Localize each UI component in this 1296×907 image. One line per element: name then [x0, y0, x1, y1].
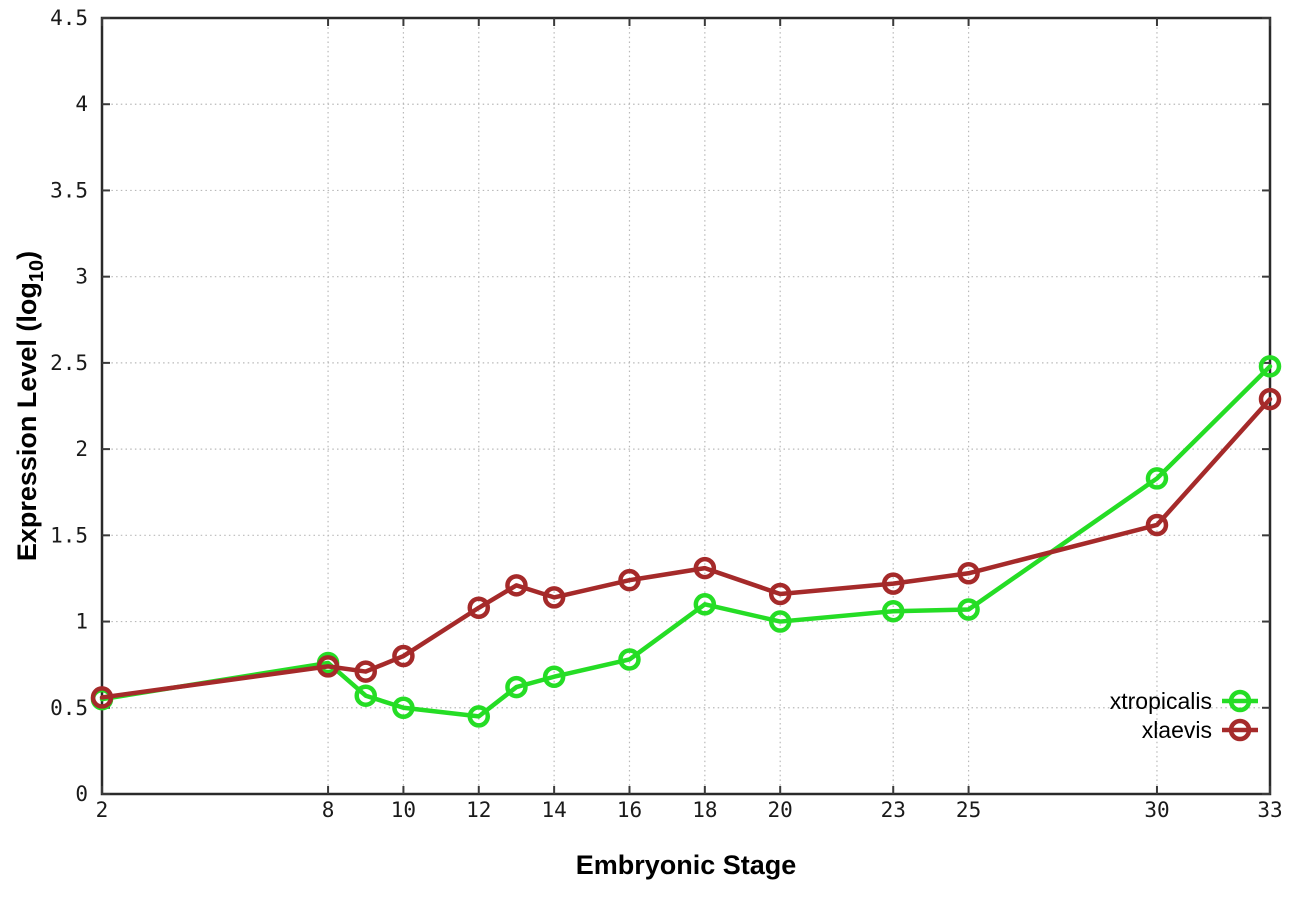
- legend-entry-xlaevis: xlaevis: [1142, 717, 1258, 743]
- data-series: [90, 355, 1282, 728]
- y-tick-label: 2.5: [50, 351, 88, 375]
- legend-label: xtropicalis: [1110, 688, 1212, 714]
- data-point-xtropicalis: [392, 696, 415, 720]
- y-tick-label: 2: [75, 437, 88, 461]
- y-tick-label: 0: [75, 782, 88, 806]
- y-tick-label: 3: [75, 265, 88, 289]
- data-point-xlaevis: [618, 568, 641, 592]
- x-tick-label: 30: [1144, 798, 1169, 822]
- data-point-xlaevis: [392, 644, 415, 668]
- data-point-xtropicalis: [693, 593, 717, 616]
- x-tick-label: 23: [881, 798, 906, 822]
- data-point-xlaevis: [542, 586, 566, 609]
- data-point-xtropicalis: [881, 599, 905, 623]
- x-tick-labels: 2 8 10 12 14 16 18 20 23 25 30 33: [96, 798, 1283, 822]
- y-tick-label: 0.5: [50, 696, 88, 720]
- data-point-xlaevis: [881, 572, 905, 595]
- x-tick-label: 18: [692, 798, 717, 822]
- x-tick-label: 25: [956, 798, 981, 822]
- data-point-xlaevis: [354, 660, 377, 683]
- gridlines: [102, 18, 1270, 794]
- data-point-xlaevis: [1258, 387, 1282, 411]
- legend: xtropicalis xlaevis: [1110, 688, 1258, 743]
- data-point-xtropicalis: [505, 675, 528, 699]
- legend-label: xlaevis: [1142, 717, 1212, 743]
- plot-border: [100, 16, 1272, 796]
- series-line-xlaevis: [99, 396, 1273, 700]
- data-point-xtropicalis: [957, 598, 980, 621]
- x-axis-title: Embryonic Stage: [576, 850, 797, 880]
- data-point-xlaevis: [90, 686, 114, 709]
- x-tick-label: 16: [617, 798, 642, 822]
- data-point-xtropicalis: [467, 705, 491, 728]
- tick-marks: [101, 17, 1271, 795]
- legend-marker: [1228, 689, 1252, 713]
- x-tick-label: 20: [768, 798, 793, 822]
- data-point-xlaevis: [957, 562, 980, 585]
- y-tick-label: 4.5: [50, 6, 88, 30]
- series-xlaevis: [90, 387, 1282, 709]
- x-tick-label: 12: [466, 798, 491, 822]
- data-point-xtropicalis: [542, 665, 566, 688]
- axis-frame: [100, 16, 1272, 796]
- data-point-xtropicalis: [768, 610, 792, 633]
- y-tick-label: 3.5: [50, 178, 88, 202]
- x-tick-label: 33: [1257, 798, 1282, 822]
- data-point-xtropicalis: [1258, 355, 1282, 378]
- x-tick-label: 14: [541, 798, 566, 822]
- series-line-xtropicalis: [99, 364, 1273, 719]
- y-tick-labels: 0 0.5 1 1.5 2 2.5 3 3.5 4 4.5: [50, 6, 88, 806]
- y-axis-title: Expression Level (log10): [12, 251, 48, 561]
- data-point-xlaevis: [316, 655, 340, 678]
- legend-entry-xtropicalis: xtropicalis: [1110, 688, 1258, 714]
- data-point-xtropicalis: [1145, 467, 1169, 490]
- data-point-xtropicalis: [354, 684, 377, 707]
- data-point-xlaevis: [505, 574, 528, 597]
- x-tick-label: 10: [391, 798, 416, 822]
- data-point-xlaevis: [768, 582, 792, 606]
- x-tick-label: 2: [96, 798, 109, 822]
- y-tick-label: 1.5: [50, 523, 88, 547]
- data-point-xlaevis: [1145, 513, 1169, 537]
- data-point-xtropicalis: [618, 648, 641, 671]
- y-tick-label: 4: [75, 92, 88, 116]
- legend-marker: [1228, 718, 1252, 742]
- x-tick-label: 8: [322, 798, 335, 822]
- data-point-xlaevis: [467, 596, 491, 620]
- data-point-xlaevis: [693, 556, 717, 580]
- y-tick-label: 1: [75, 610, 88, 634]
